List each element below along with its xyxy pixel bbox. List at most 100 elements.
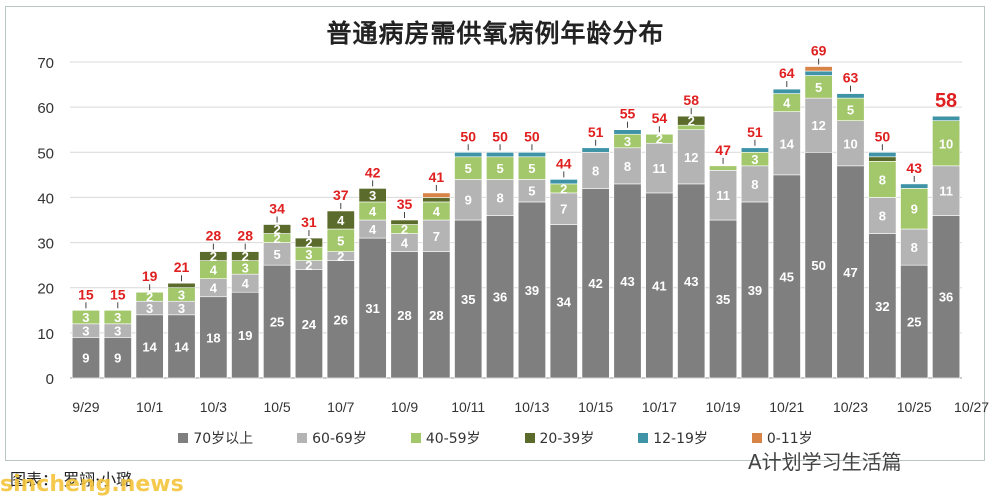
bar-segment [772,88,801,94]
bar-value-label: 45 [780,269,794,284]
x-tick-label: 10/3 [200,399,227,415]
legend-swatch [524,433,535,443]
bar-value-label: 4 [401,236,409,251]
total-label: 50 [875,128,891,144]
bar-segment [740,201,769,379]
y-tick-label: 70 [37,55,54,72]
bar-value-label: 2 [401,222,408,237]
bar-value-label: 7 [560,202,567,217]
total-label: 55 [620,106,636,122]
bar-segment [740,165,769,203]
bar-segment [358,188,387,203]
bar-value-label: 43 [620,274,634,289]
total-label: 54 [652,110,668,126]
bar-segment [932,215,961,379]
total-label: 64 [779,65,795,81]
total-label: 63 [843,70,859,86]
total-label: 28 [206,228,222,244]
x-tick-label: 10/9 [391,399,418,415]
legend-item: 20-39岁 [524,428,594,448]
bar-value-label: 5 [496,161,503,176]
bar-segment [167,314,196,379]
bar-value-label: 3 [114,324,121,339]
bar-value-label: 8 [879,172,886,187]
chart-title: 普通病房需供氧病例年龄分布 [326,19,665,48]
bar-segment [709,165,738,171]
bar-segment [263,224,292,234]
bar-segment [454,219,483,379]
bar-value-label: 3 [82,310,89,325]
bar-segment [263,264,292,379]
account-name: A计划学习生活篇 [748,450,902,474]
bar-segment [900,264,929,379]
bar-value-label: 5 [815,80,822,95]
bar-value-label: 11 [716,188,730,203]
legend-item: 12-19岁 [638,428,708,448]
bar-value-label: 28 [429,308,443,323]
bar-segment [868,151,897,158]
bar-segment [645,142,674,194]
bar-value-label: 3 [624,134,631,149]
bar-value-label: 3 [114,310,121,325]
bar-segment [199,296,228,379]
bar-value-label: 4 [210,263,218,278]
x-tick-label: 10/19 [706,399,741,415]
bar-segment [804,151,833,379]
bar-value-label: 41 [652,278,666,293]
bar-segment [422,251,451,379]
bar-value-label: 2 [305,236,312,251]
bar-value-label: 3 [305,247,312,262]
bar-segment [581,147,610,153]
bar-segment [167,282,196,289]
bar-value-label: 2 [146,290,153,305]
total-label: 69 [811,43,827,59]
total-label: 51 [588,124,604,140]
bar-value-label: 24 [302,317,317,332]
total-label: 50 [492,128,508,144]
bar-value-label: 36 [493,290,507,305]
bar-segment [613,129,642,135]
total-label: 50 [460,128,476,144]
total-label: 43 [906,160,922,176]
y-tick-label: 40 [37,190,54,207]
x-tick-label: 9/29 [72,399,99,415]
bar-value-label: 25 [270,315,284,330]
bar-segment [804,66,833,72]
legend-swatch [178,433,189,443]
bar-segment [868,156,897,162]
bar-value-label: 42 [588,276,602,291]
bar-segment [517,201,546,379]
bar-segment [900,188,929,230]
bar-segment [326,260,355,379]
bar-value-label: 3 [178,287,185,302]
y-tick-label: 10 [37,326,54,343]
bar-value-label: 50 [811,258,825,273]
y-tick-label: 50 [37,145,54,162]
bar-segment [804,97,833,153]
x-tick-label: 10/13 [514,399,549,415]
bar-value-label: 2 [210,249,217,264]
x-tick-label: 10/27 [954,399,989,415]
bar-value-label: 8 [879,208,886,223]
bar-value-label: 9 [911,202,918,217]
bar-value-label: 26 [334,312,348,327]
total-label: 35 [397,196,413,212]
bar-segment [549,224,578,379]
bar-segment [71,309,100,325]
bar-value-label: 4 [433,204,441,219]
bar-value-label: 14 [174,339,189,354]
bar-value-label: 2 [273,231,280,246]
bar-value-label: 8 [496,190,503,205]
total-label: 21 [174,259,190,275]
chart-legend: 70岁以上 60-69岁 40-59岁 20-39岁 12-19岁 0-11岁 [0,428,991,448]
bar-value-label: 11 [652,161,666,176]
x-tick-label: 10/23 [833,399,868,415]
bar-value-label: 14 [780,136,795,151]
bar-segment [517,151,546,158]
bar-segment [486,151,515,158]
bar-value-label: 5 [528,184,535,199]
bar-segment [326,210,355,230]
total-label: 47 [715,142,731,158]
bar-segment [868,161,897,198]
total-label: 42 [365,164,381,180]
